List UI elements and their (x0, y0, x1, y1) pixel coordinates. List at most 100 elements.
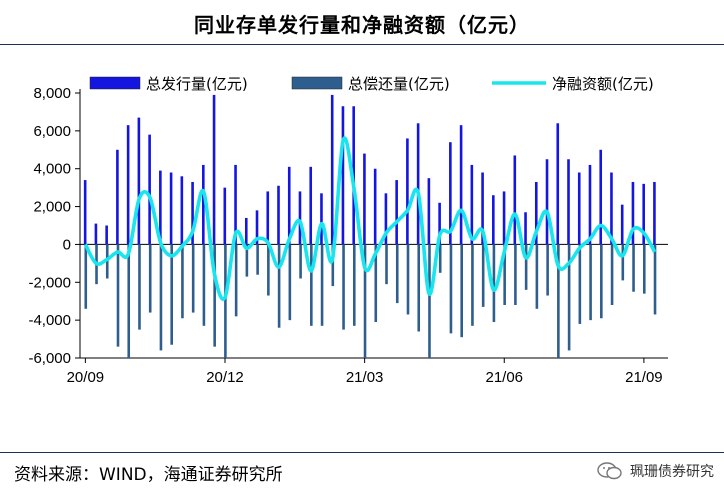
y-tick-label: 6,000 (33, 123, 71, 140)
repayment-bar (331, 244, 335, 287)
issuance-bar (395, 180, 398, 245)
repayment-bar (524, 244, 528, 290)
issuance-bar (363, 153, 366, 245)
x-tick-label: 20/09 (67, 369, 105, 386)
issuance-bar (545, 159, 549, 245)
repayment-bar (535, 244, 539, 309)
bars-group (83, 94, 657, 358)
repayment-bar (352, 244, 356, 326)
repayment-bar (503, 244, 506, 305)
repayment-bar (84, 244, 88, 309)
issuance-bar (438, 202, 441, 245)
repayment-bar (342, 244, 345, 330)
repayment-bar (589, 244, 592, 321)
y-tick-label: 4,000 (33, 161, 71, 178)
issuance-bar (223, 187, 227, 245)
issuance-bar (244, 217, 248, 245)
issuance-bar (599, 149, 603, 245)
repayment-bar (449, 244, 453, 334)
issuance-bar (502, 191, 506, 245)
repayment-bar (514, 244, 517, 305)
issuance-bar (287, 166, 291, 245)
issuance-bar (330, 94, 334, 245)
source-text: 资料来源：WIND，海通证券研究所 (14, 465, 283, 485)
repayment-bar (428, 244, 431, 358)
issuance-bar (191, 181, 194, 245)
repayment-bar (610, 244, 614, 305)
repayment-bar (159, 244, 163, 351)
net-line-group (83, 136, 657, 301)
legend: 总发行量(亿元) 总偿还量(亿元) 净融资额(亿元) (89, 75, 654, 93)
legend-issuance-label: 总发行量(亿元) (146, 75, 248, 93)
repayment-bar (181, 244, 184, 319)
issuance-bar (524, 212, 527, 245)
y-tick-label: 0 (63, 236, 71, 253)
issuance-bar (567, 159, 570, 245)
issuance-bar (470, 164, 474, 245)
y-tick-label: -6,000 (28, 350, 71, 367)
repayment-bar (374, 244, 378, 323)
issuance-bar (298, 191, 302, 245)
issuance-bar (234, 164, 237, 245)
repayment-bar (170, 244, 173, 345)
legend-net: 净融资额(亿元) (492, 75, 654, 93)
legend-issuance: 总发行量(亿元) (89, 75, 248, 93)
issuance-bar (642, 183, 645, 245)
x-tick-label: 21/09 (625, 369, 663, 386)
issuance-bar (384, 193, 388, 245)
source-bar: 资料来源：WIND，海通证券研究所 珮珊债券研究 (0, 452, 724, 497)
issuance-bar (83, 180, 87, 245)
issuance-bar (610, 172, 613, 245)
issuance-bar (255, 210, 259, 245)
issuance-bar (126, 125, 130, 245)
repayment-bar (148, 244, 152, 313)
wechat-icon (597, 462, 622, 480)
axes: -6,000 -4,000 -2,000 0 2,000 4,000 6,000 8,000 2… (28, 85, 668, 386)
repayment-bar (213, 244, 216, 347)
issuance-bar (105, 225, 108, 245)
watermark-text: 珮珊债券研究 (630, 464, 714, 480)
repayment-bar (567, 244, 571, 351)
issuance-bar (449, 142, 452, 245)
issuance-bar (159, 170, 162, 245)
issuance-bar (653, 181, 656, 245)
repayment-bar (438, 244, 442, 273)
issuance-bar (492, 195, 495, 245)
issuance-bar (373, 168, 377, 245)
repayment-bar (460, 244, 463, 338)
net-financing-line (83, 136, 657, 301)
issuance-bar (459, 125, 463, 245)
issuance-bar (212, 94, 216, 245)
legend-issuance-swatch (89, 76, 141, 90)
x-tick-label: 20/12 (206, 369, 244, 386)
repayment-bar (653, 244, 657, 315)
repayment-bar (600, 244, 603, 319)
repayment-bar (417, 244, 421, 332)
issuance-bar (266, 191, 270, 245)
issuance-bar (588, 164, 592, 245)
issuance-bar (309, 166, 313, 245)
watermark: 珮珊债券研究 (596, 461, 714, 481)
legend-repayment-swatch (291, 76, 343, 90)
issuance-bar (148, 134, 151, 245)
repayment-bar (116, 244, 120, 347)
repayment-bar (492, 244, 496, 323)
y-tick-label: 2,000 (33, 199, 71, 216)
title-bar: 同业存单发行量和净融资额（亿元） (0, 0, 724, 45)
repayment-bar (578, 244, 582, 324)
y-tick-label: -2,000 (28, 274, 71, 291)
issuance-bar (94, 223, 98, 245)
issuance-bar (556, 123, 560, 245)
issuance-bar (202, 164, 205, 245)
issuance-bar (277, 185, 280, 245)
repayment-bar (138, 244, 141, 330)
repayment-bar (105, 244, 109, 279)
issuance-bar (169, 172, 173, 245)
repayment-bar (481, 244, 485, 307)
repayment-bar (288, 244, 292, 321)
issuance-bar (631, 181, 635, 245)
repayment-bar (224, 244, 227, 358)
repayment-bar (310, 244, 313, 326)
issuance-bar (513, 155, 517, 245)
x-tick-label: 21/03 (346, 369, 384, 386)
